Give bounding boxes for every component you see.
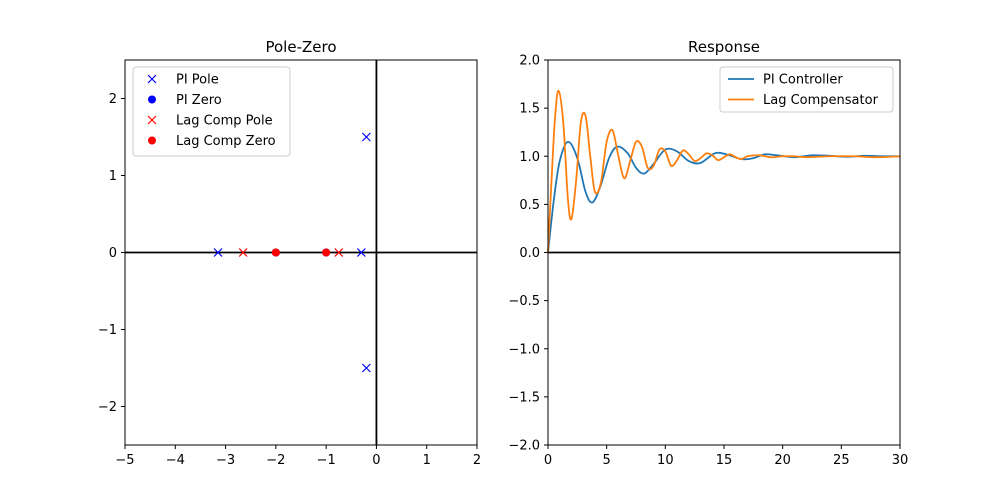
x-tick-label: 10: [657, 453, 674, 468]
y-tick-label: 1.0: [519, 150, 540, 165]
series-lag-compensator: [547, 89, 901, 253]
series-lag-comp-pole: [238, 248, 344, 257]
pole-marker: [361, 132, 371, 142]
y-tick-label: 0: [109, 246, 117, 261]
legend-item: Lag Comp Pole: [147, 114, 273, 129]
y-tick-label: −0.5: [508, 294, 540, 309]
x-tick-label: −4: [166, 453, 185, 468]
legend-label: PI Pole: [176, 73, 219, 88]
legend-item: PI Controller: [728, 73, 843, 88]
y-tick-label: −2.0: [508, 439, 540, 454]
pole-zero-chart: Pole-Zero −5 −4 −3 −2 −1 0 1 2 −2 −1 0 1 2 PI Pole PI Z…: [98, 38, 481, 468]
legend-box: [132, 66, 291, 157]
chart-title: Response: [688, 38, 760, 56]
legend-box: [719, 66, 894, 113]
legend-x-swatch: [147, 74, 157, 84]
x-tick-label: 5: [603, 453, 611, 468]
series-line: [547, 140, 901, 253]
legend-item: Lag Compensator: [728, 93, 879, 108]
pole-marker: [238, 248, 248, 257]
y-tick-label: −1.0: [508, 342, 540, 357]
legend-label: PI Zero: [176, 93, 222, 108]
legend: PI Controller Lag Compensator: [719, 66, 894, 113]
pole-marker: [361, 363, 371, 373]
pole-marker: [356, 248, 366, 257]
x-tick-label: −1: [317, 453, 336, 468]
y-tick-label: 0.0: [519, 246, 540, 261]
legend-dot-swatch: [148, 95, 156, 104]
pole-marker: [334, 248, 344, 257]
x-tick-label: −2: [266, 453, 285, 468]
x-tick-label: −5: [115, 453, 134, 468]
x-tick-label: 25: [833, 453, 850, 468]
x-tick-label: 0: [544, 453, 552, 468]
x-tick-label: −3: [216, 453, 235, 468]
series-pi-pole: [213, 132, 371, 373]
y-tick-label: 2.0: [519, 54, 540, 69]
chart-title: Pole-Zero: [265, 38, 336, 56]
legend-label: PI Controller: [763, 73, 843, 88]
x-tick-label: 1: [423, 453, 431, 468]
legend-label: Lag Comp Pole: [176, 114, 273, 129]
y-tick-label: −1: [98, 323, 117, 338]
legend: PI Pole PI Zero Lag Comp Pole Lag Comp Zero: [132, 66, 291, 157]
y-tick-label: 1: [109, 169, 117, 184]
y-tick-label: 0.5: [519, 198, 540, 213]
x-tick-label: 15: [716, 453, 733, 468]
zero-marker: [322, 248, 331, 257]
pole-marker: [213, 248, 223, 257]
series-lag-comp-zero: [271, 248, 331, 257]
x-tick-label: 30: [892, 453, 909, 468]
plot-area: [125, 60, 477, 445]
plot-area: [547, 89, 901, 254]
y-tick-label: 1.5: [519, 102, 540, 117]
legend-item: Lag Comp Zero: [148, 134, 276, 149]
x-tick-label: 0: [372, 453, 380, 468]
zero-marker: [271, 248, 280, 257]
legend-dot-swatch: [148, 136, 156, 145]
y-tick-label: 2: [109, 92, 117, 107]
legend-label: Lag Compensator: [763, 93, 879, 108]
x-tick-label: 20: [774, 453, 791, 468]
legend-label: Lag Comp Zero: [176, 134, 276, 149]
y-tick-label: −2: [98, 400, 117, 415]
legend-x-swatch: [147, 115, 157, 125]
y-tick-label: −1.5: [508, 390, 540, 405]
response-chart: Response 0 5 10 15 20 25 30 −2.0 −1.5 −1.0 −0.5 0.0 0…: [508, 38, 908, 468]
x-tick-label: 2: [473, 453, 481, 468]
series-line: [547, 89, 901, 253]
legend-item: PI Zero: [148, 93, 222, 108]
series-pi-controller: [547, 140, 901, 253]
legend-item: PI Pole: [147, 73, 219, 88]
